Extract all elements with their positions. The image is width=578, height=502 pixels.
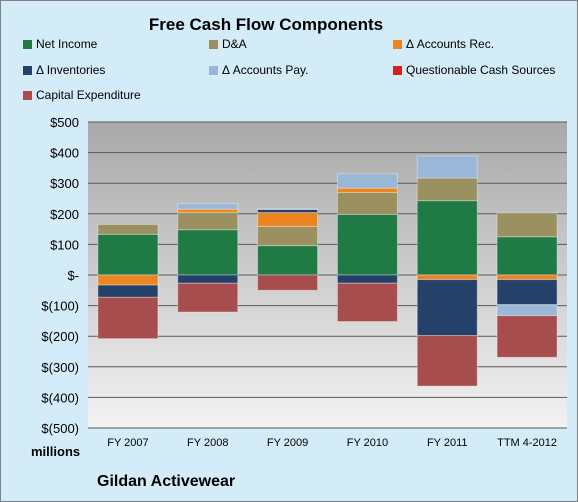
bar-segment [416,155,478,179]
chart-title: Free Cash Flow Components [148,15,384,34]
bar-segment [496,315,558,358]
bar-segment [97,224,159,235]
x-tick-label: FY 2009 [267,437,308,449]
bar-segment [336,282,398,323]
legend-label: Δ Inventories [36,63,106,77]
bar-segment [416,274,478,281]
x-tick-label: FY 2007 [107,437,148,449]
y-tick-label: $(400) [41,390,79,405]
bar-segment [177,211,239,231]
y-axis-unit-label: millions [31,444,81,459]
x-tick-label: FY 2011 [427,437,468,449]
bar-segment [97,296,159,340]
bar-segment [336,274,398,284]
bar-segment [336,173,398,189]
legend-swatch [23,91,32,100]
x-tick-label: TTM 4-2012 [497,437,557,449]
legend-label: Capital Expenditure [36,88,141,102]
legend-item-questionable-cash: Questionable Cash Sources [393,63,555,77]
bar-segment [177,208,239,213]
bar-segment [496,274,558,281]
legend-swatch [209,40,218,49]
y-tick-label: $400 [50,146,79,161]
legend-item-inventories: Δ Inventories [23,63,105,77]
legend-swatch [393,40,402,49]
legend-label: Net Income [36,37,98,51]
bar-segment [97,274,159,286]
bar-segment [416,279,478,337]
bar-segment [177,274,239,284]
bar-segment [257,208,319,211]
bar-segment [336,191,398,215]
legend-item-net-income: Net Income [23,37,97,51]
bar-segment [336,213,398,276]
y-tick-label: $300 [50,176,79,191]
y-tick-label: $200 [50,207,79,222]
bar-segment [97,284,159,298]
bar-segment [177,203,239,210]
y-tick-label: $(100) [41,299,79,314]
legend: Net Income D&A Δ Accounts Rec. Δ Invento… [23,37,573,107]
legend-label: Δ Accounts Rec. [406,37,495,51]
legend-item-d-and-a: D&A [209,37,247,51]
bar-segment [257,225,319,247]
bar-segment [496,212,558,238]
bar-segment [496,304,558,317]
bar-segment [416,200,478,276]
legend-swatch [23,40,32,49]
y-tick-label: $100 [50,237,79,252]
x-tick-label: FY 2008 [187,437,228,449]
legend-label: Questionable Cash Sources [406,63,556,77]
bar-segment [416,177,478,202]
y-tick-label: $- [67,268,79,283]
legend-item-accounts-rec: Δ Accounts Rec. [393,37,494,51]
bar-segment [496,279,558,306]
company-caption: Gildan Activewear [97,473,236,490]
bar-segment [257,245,319,276]
x-tick-label: FY 2010 [347,437,388,449]
legend-label: Δ Accounts Pay. [222,63,309,77]
legend-swatch [209,66,218,75]
legend-label: D&A [222,37,247,51]
y-tick-label: $(500) [41,421,79,436]
legend-item-capex: Capital Expenditure [23,88,141,102]
legend-swatch [23,66,32,75]
bar-segment [177,229,239,276]
bar-segment [416,335,478,387]
legend-item-accounts-pay: Δ Accounts Pay. [209,63,309,77]
bar-segment [177,282,239,313]
y-tick-label: $(200) [41,329,79,344]
bar-segment [496,236,558,276]
bar-segment [97,233,159,276]
legend-swatch [393,66,402,75]
y-tick-label: $(300) [41,360,79,375]
y-tick-label: $500 [50,115,79,130]
bar-segment [257,274,319,291]
bar-segment [257,212,319,227]
bar-segment [336,187,398,193]
